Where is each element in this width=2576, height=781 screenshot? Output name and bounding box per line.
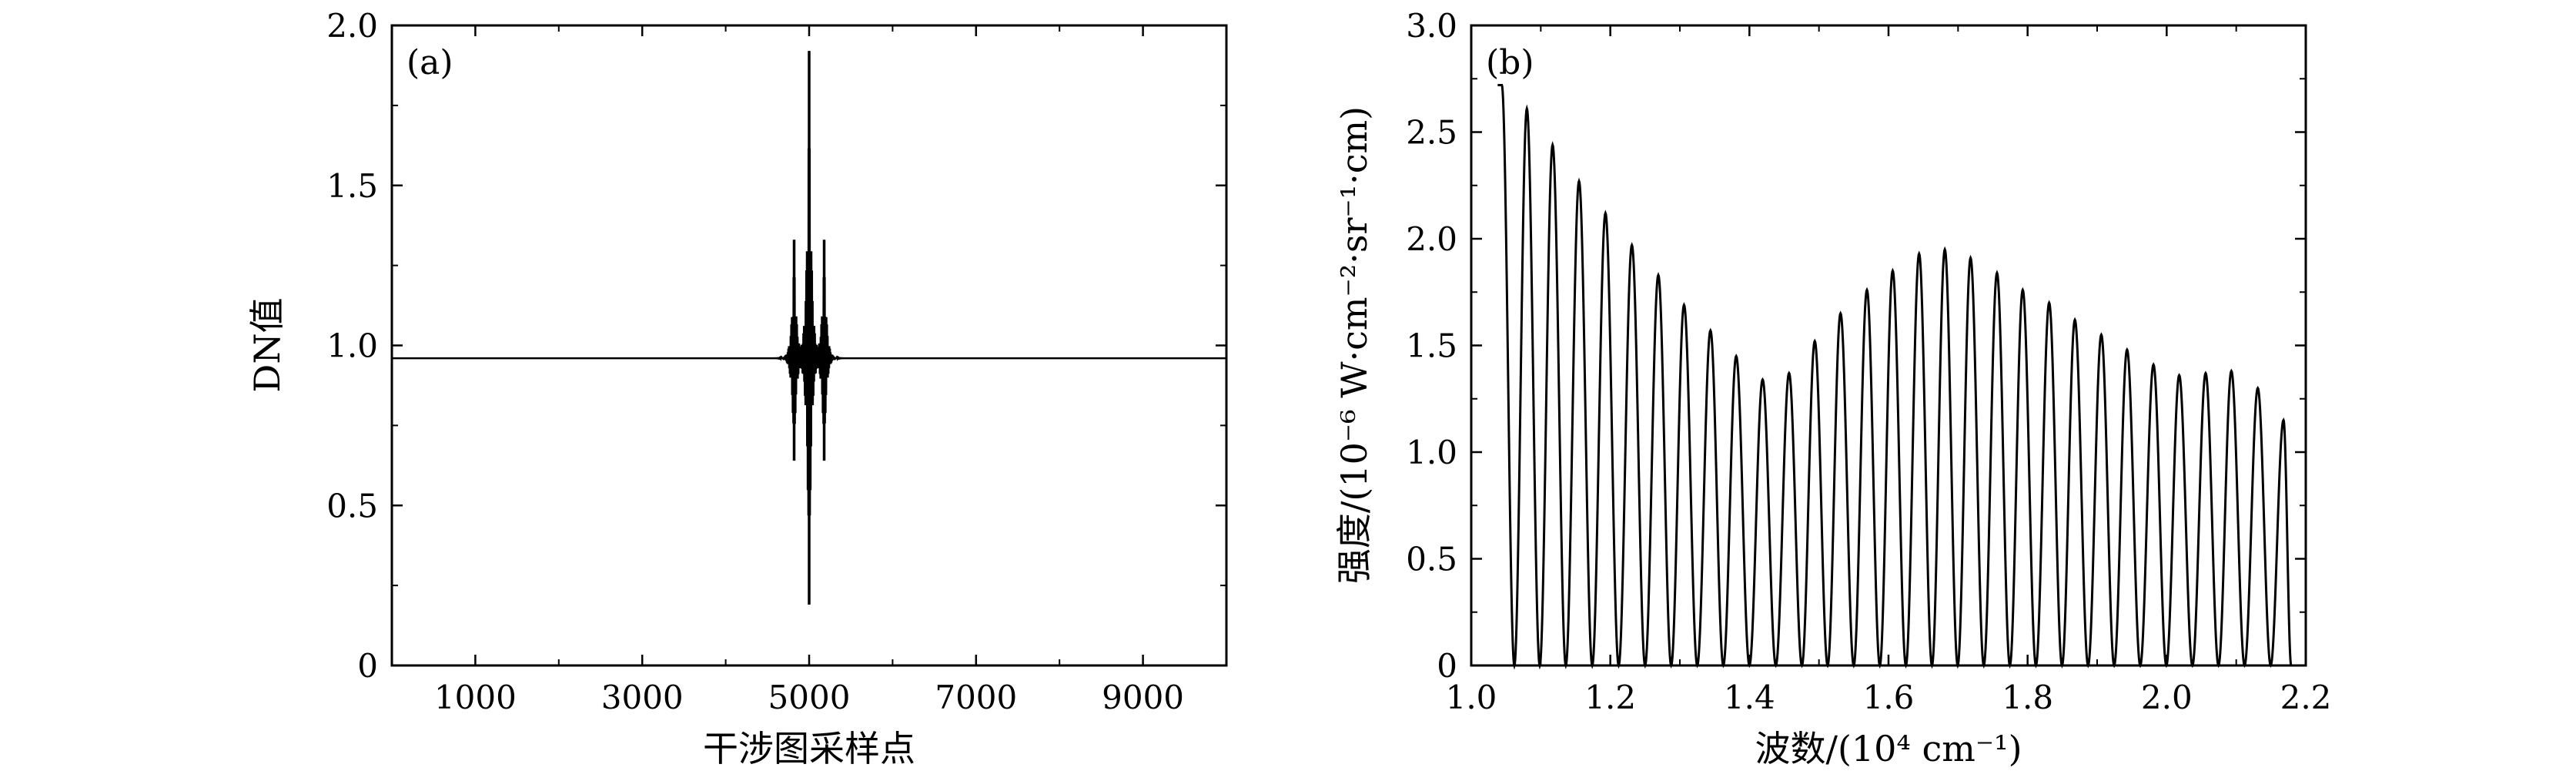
a-burst-body [808, 321, 811, 388]
a-series-line [392, 51, 1226, 516]
a-y-tick-label: 1.0 [326, 327, 378, 365]
b-y-tick-label: 2.5 [1406, 114, 1457, 152]
a-x-axis-label: 干涉图采样点 [703, 728, 915, 769]
a-burst-body [823, 344, 825, 371]
b-x-axis-label: 波数/(10⁴ cm⁻¹) [1755, 728, 2022, 769]
b-series-line [1497, 84, 2293, 670]
b-y-tick-label: 3.0 [1406, 7, 1457, 45]
chart-a: 1000 3000 5000 7000 9000 0 0.5 1.0 1.5 2.0 (a) 干涉… [246, 7, 1228, 769]
b-y-axis-label: 强度/(10⁻⁶ W·cm⁻²·sr⁻¹·cm) [1333, 106, 1375, 584]
b-x-tick-label: 2.2 [2280, 679, 2332, 716]
b-x-tick-label: 1.6 [1863, 679, 1915, 716]
b-ticks-group: 1.0 1.2 1.4 1.6 1.8 2.0 2.2 0 0.5 1.0 1.5 2.0 2.5 3.0 [1406, 7, 2331, 716]
a-x-tick-label: 3000 [601, 679, 684, 716]
a-series-group [392, 51, 1226, 605]
b-y-tick-label: 1.0 [1406, 434, 1457, 471]
a-panel-label: (a) [406, 43, 453, 82]
a-y-tick-label: 2.0 [326, 7, 378, 45]
b-x-tick-label: 1.2 [1584, 679, 1636, 716]
a-y-tick-label: 0.5 [326, 487, 378, 525]
chart-b: 1.0 1.2 1.4 1.6 1.8 2.0 2.2 0 0.5 1.0 1.5 2.0 2.5 3.0… [1333, 7, 2331, 769]
b-series-group [1497, 84, 2293, 670]
a-x-tick-label: 9000 [1102, 679, 1184, 716]
b-x-tick-label: 1.4 [1724, 679, 1775, 716]
b-x-tick-label: 1.8 [2002, 679, 2053, 716]
a-x-tick-label: 5000 [768, 679, 851, 716]
b-y-tick-label: 2.0 [1406, 220, 1457, 258]
a-ticks-group: 1000 3000 5000 7000 9000 0 0.5 1.0 1.5 2.0 [326, 7, 1227, 716]
a-x-tick-label: 7000 [935, 679, 1017, 716]
b-y-tick-label: 1.5 [1406, 327, 1457, 365]
a-x-tick-label: 1000 [434, 679, 517, 716]
b-x-tick-label: 2.0 [2141, 679, 2193, 716]
a-y-axis-label: DN值 [246, 297, 288, 392]
a-y-tick-label: 1.5 [326, 167, 378, 205]
a-burst-body [793, 344, 795, 371]
b-y-tick-label: 0.5 [1406, 541, 1457, 578]
b-x-tick-label: 1.0 [1446, 679, 1497, 716]
b-panel-label: (b) [1486, 43, 1534, 82]
b-y-tick-label: 0 [1437, 647, 1457, 685]
a-y-tick-label: 0 [357, 647, 378, 685]
